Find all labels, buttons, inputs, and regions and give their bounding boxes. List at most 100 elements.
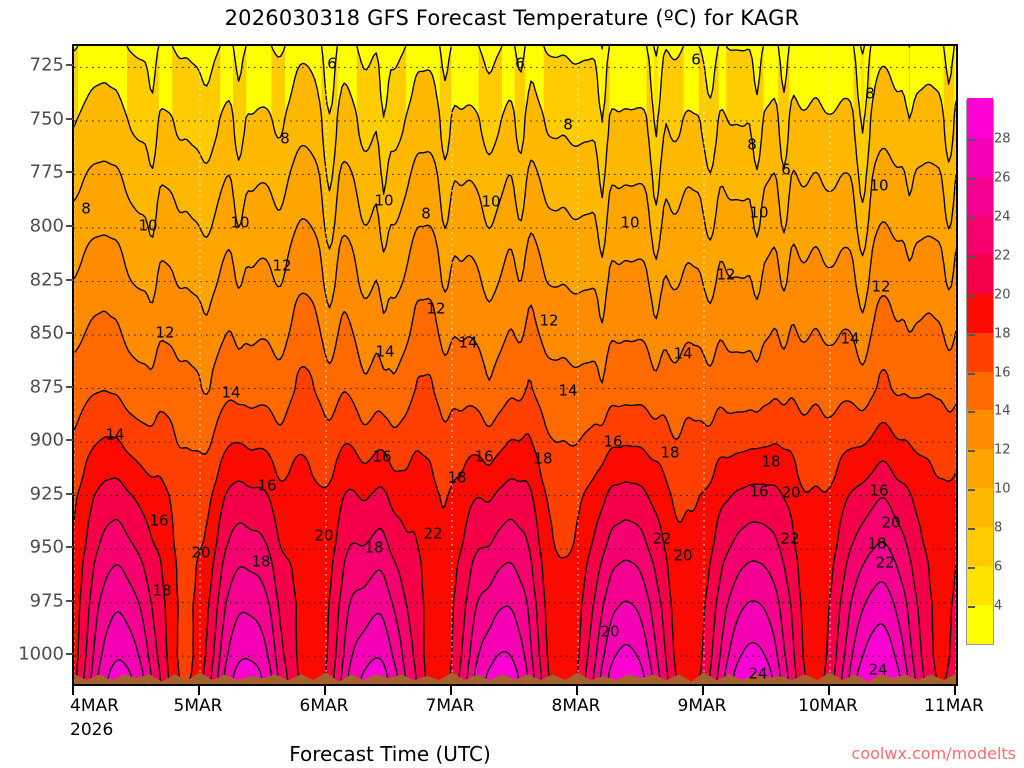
contour-line-24 — [90, 540, 917, 684]
colorbar-tick-mark-26 — [968, 177, 975, 180]
contour-label-14-29: 14 — [105, 426, 124, 444]
contour-label-16-33: 16 — [474, 448, 493, 466]
colorbar-tick-mark-10 — [968, 489, 975, 492]
filled-contour-bands — [74, 46, 956, 684]
y-tick-label-950: 950 — [29, 536, 64, 558]
colorbar-segment-13 — [967, 98, 993, 138]
contour-lines — [74, 46, 956, 684]
colorbar-tick-20: 20 — [994, 287, 1011, 303]
x-axis-year-label: 2026 — [70, 720, 114, 740]
contour-label-16-31: 16 — [257, 477, 276, 495]
contour-label-20-47: 20 — [600, 623, 619, 641]
contour-label-8-11: 8 — [421, 205, 431, 223]
contour-line-20 — [75, 460, 956, 684]
contour-label-8-3: 8 — [865, 85, 875, 103]
contour-line-12 — [74, 218, 956, 324]
x-tick-label-5mar: 5MAR — [173, 696, 223, 716]
colorbar-tick-18: 18 — [994, 326, 1011, 342]
colorbar-segment-9 — [967, 254, 993, 294]
y-tick-mark-750 — [66, 117, 73, 120]
watermark: coolwx.com/modelts — [851, 744, 1016, 763]
colorbar-tick-mark-8 — [968, 528, 975, 531]
colorbar-tick-24: 24 — [994, 209, 1011, 225]
contour-label-6-7: 6 — [781, 161, 791, 179]
contour-label-14-27: 14 — [673, 345, 692, 363]
colorbar-tick-mark-28 — [968, 138, 975, 141]
colorbar-tick-mark-20 — [968, 294, 975, 297]
colorbar-tick-mark-6 — [968, 567, 975, 570]
y-tick-mark-1000 — [66, 653, 73, 656]
y-tick-mark-800 — [66, 224, 73, 227]
contour-label-18-40: 18 — [447, 469, 466, 487]
contour-label-18-42: 18 — [660, 444, 679, 462]
contour-label-18-37: 18 — [152, 582, 171, 600]
colorbar-segment-1 — [967, 565, 993, 606]
contour-label-14-23: 14 — [221, 384, 240, 402]
y-tick-label-825: 825 — [29, 269, 64, 290]
contour-label-12-22: 12 — [155, 324, 174, 342]
contour-label-20-46: 20 — [314, 527, 333, 545]
colorbar-segment-11 — [967, 176, 993, 216]
contour-label-8-8: 8 — [81, 200, 91, 218]
colorbar-tick-mark-12 — [968, 450, 975, 453]
contour-label-20-50: 20 — [881, 514, 900, 532]
colorbar-tick-16: 16 — [994, 365, 1011, 380]
x-tick-mark-2 — [324, 686, 326, 695]
chart-title: 2026030318 GFS Forecast Temperature (ºC)… — [224, 6, 800, 30]
x-tick-mark-6 — [828, 686, 830, 695]
contour-label-10-9: 10 — [138, 217, 157, 235]
y-tick-mark-775 — [66, 171, 73, 174]
gridlines — [74, 46, 956, 684]
x-tick-label-7mar: 7MAR — [425, 696, 475, 716]
contour-label-22-54: 22 — [875, 554, 894, 572]
x-tick-mark-4 — [576, 686, 578, 695]
y-tick-mark-925 — [66, 492, 73, 495]
fill-band-28 — [107, 623, 901, 684]
contour-label-10-16: 10 — [869, 177, 888, 195]
contour-label-20-45: 20 — [191, 544, 210, 562]
contour-label-22-52: 22 — [652, 530, 671, 548]
contour-label-18-41: 18 — [533, 450, 552, 468]
colorbar-segment-0 — [967, 604, 993, 644]
x-tick-mark-7 — [954, 686, 956, 695]
colorbar-segment-8 — [967, 293, 993, 333]
terrain-fill — [74, 672, 956, 684]
colorbar-tick-mark-14 — [968, 411, 975, 414]
contour-line-28 — [106, 623, 902, 684]
plot-area: 6 6 6 6 6 6 8 8 8 8 8 8 8 8 6 6 8 8 10 10 10 10 8 8 10 10 10 10 10 10… — [72, 44, 958, 686]
x-tick-label-10mar: 10MAR — [798, 696, 858, 716]
contour-label-10-14: 10 — [620, 214, 639, 232]
y-tick-mark-850 — [66, 332, 73, 335]
colorbar-segment-2 — [967, 526, 993, 567]
colorbar-segment-7 — [967, 331, 993, 372]
contour-label-6-2: 6 — [691, 51, 701, 69]
x-tick-label-9mar: 9MAR — [677, 696, 727, 716]
contour-label-8-6: 8 — [747, 136, 757, 154]
colorbar-tick-mark-4 — [968, 606, 975, 609]
contour-label-10-12: 10 — [374, 192, 393, 210]
contour-line-14 — [74, 292, 956, 395]
contour-label-14-24: 14 — [375, 343, 394, 361]
y-tick-mark-825 — [66, 278, 73, 281]
x-tick-mark-1 — [198, 686, 200, 695]
colorbar-segment-12 — [967, 137, 993, 177]
colorbar-tick-10: 10 — [994, 481, 1011, 497]
colorbar — [966, 98, 994, 645]
contour-label-10-13: 10 — [481, 193, 500, 211]
contour-label-16-34: 16 — [603, 433, 622, 451]
y-tick-mark-900 — [66, 439, 73, 442]
contour-label-8-5: 8 — [563, 116, 573, 134]
colorbar-tick-8: 8 — [994, 520, 1003, 536]
contour-label-18-43: 18 — [761, 453, 780, 471]
contour-label-6-1: 6 — [515, 55, 525, 73]
contour-label-20-48: 20 — [673, 547, 692, 565]
y-tick-mark-875 — [66, 385, 73, 388]
contour-label-12-20: 12 — [716, 266, 735, 284]
contour-line-4 — [601, 46, 866, 57]
y-tick-label-875: 875 — [29, 376, 64, 398]
contour-line-16 — [74, 366, 956, 456]
x-tick-label-6mar: 6MAR — [299, 696, 349, 716]
